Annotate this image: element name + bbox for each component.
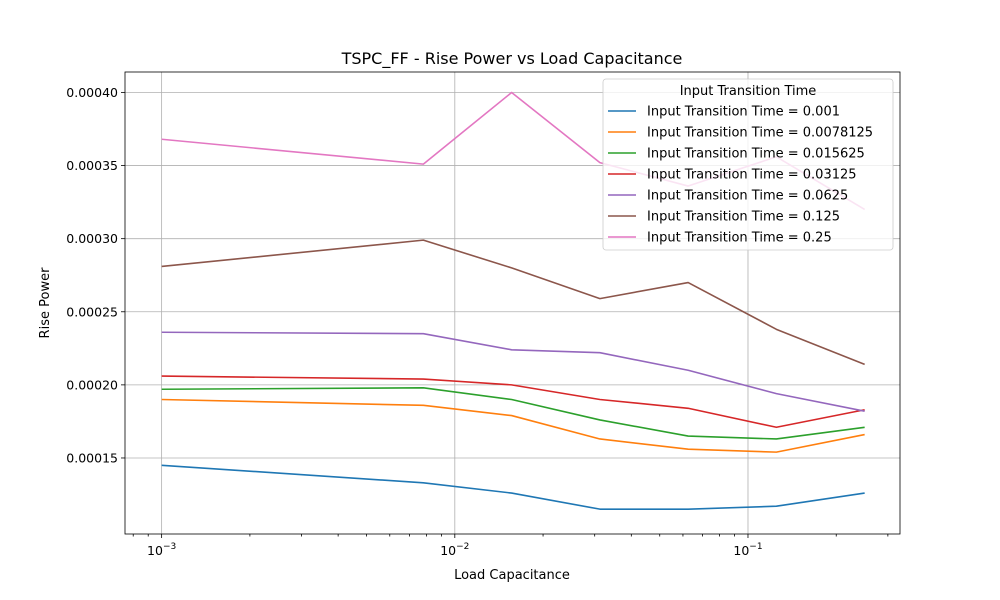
axis-ticks: 10−3 10−2 10−10.000150.000200.000250.00030…: [66, 85, 889, 558]
series-line-2: [161, 398, 865, 453]
y-tick-label: 0.00020: [66, 377, 118, 392]
x-tick-exponent: −2: [456, 542, 469, 552]
y-tick-label: 0.00015: [66, 450, 118, 465]
legend-items: Input Transition Time = 0.001 Input Trans…: [608, 105, 873, 246]
series-line-4: [161, 375, 865, 429]
chart-title: TSPC_FF - Rise Power vs Load Capacitance: [341, 49, 683, 69]
y-axis-label: Rise Power: [38, 267, 53, 339]
legend-entry-label: Input Transition Time = 0.125: [647, 210, 840, 225]
y-tick-label: 0.00025: [66, 304, 118, 319]
legend-entry-label: Input Transition Time = 0.001: [647, 105, 840, 120]
series-line-6: [161, 239, 865, 366]
series-line-3: [161, 386, 865, 440]
x-axis-label: Load Capacitance: [454, 568, 570, 583]
x-tick-label: 10−1: [733, 542, 762, 558]
series-line-1: [161, 464, 865, 510]
x-tick-exponent: −1: [749, 542, 762, 552]
legend: Input Transition Time Input Transition T…: [602, 78, 894, 251]
y-tick-label: 0.00040: [66, 85, 118, 100]
series-lines: [161, 91, 866, 510]
x-tick-base: 10: [733, 543, 749, 558]
series-line-5: [161, 331, 865, 412]
x-tick-label: 10−3: [147, 542, 176, 558]
x-tick-base: 10: [147, 543, 163, 558]
legend-entry-label: Input Transition Time = 0.015625: [647, 147, 865, 162]
legend-title: Input Transition Time: [680, 84, 817, 99]
x-tick-label: 10−2: [440, 542, 469, 558]
plot-frame: [124, 71, 901, 535]
legend-entry-label: Input Transition Time = 0.25: [647, 231, 832, 246]
legend-entry-label: Input Transition Time = 0.03125: [647, 168, 857, 183]
y-tick-label: 0.00030: [66, 231, 118, 246]
x-tick-base: 10: [440, 543, 456, 558]
x-tick-exponent: −3: [163, 542, 176, 552]
legend-box: [602, 78, 894, 251]
y-tick-label: 0.00035: [66, 158, 118, 173]
legend-entry-label: Input Transition Time = 0.0078125: [647, 126, 873, 141]
legend-entry-label: Input Transition Time = 0.0625: [647, 189, 848, 204]
